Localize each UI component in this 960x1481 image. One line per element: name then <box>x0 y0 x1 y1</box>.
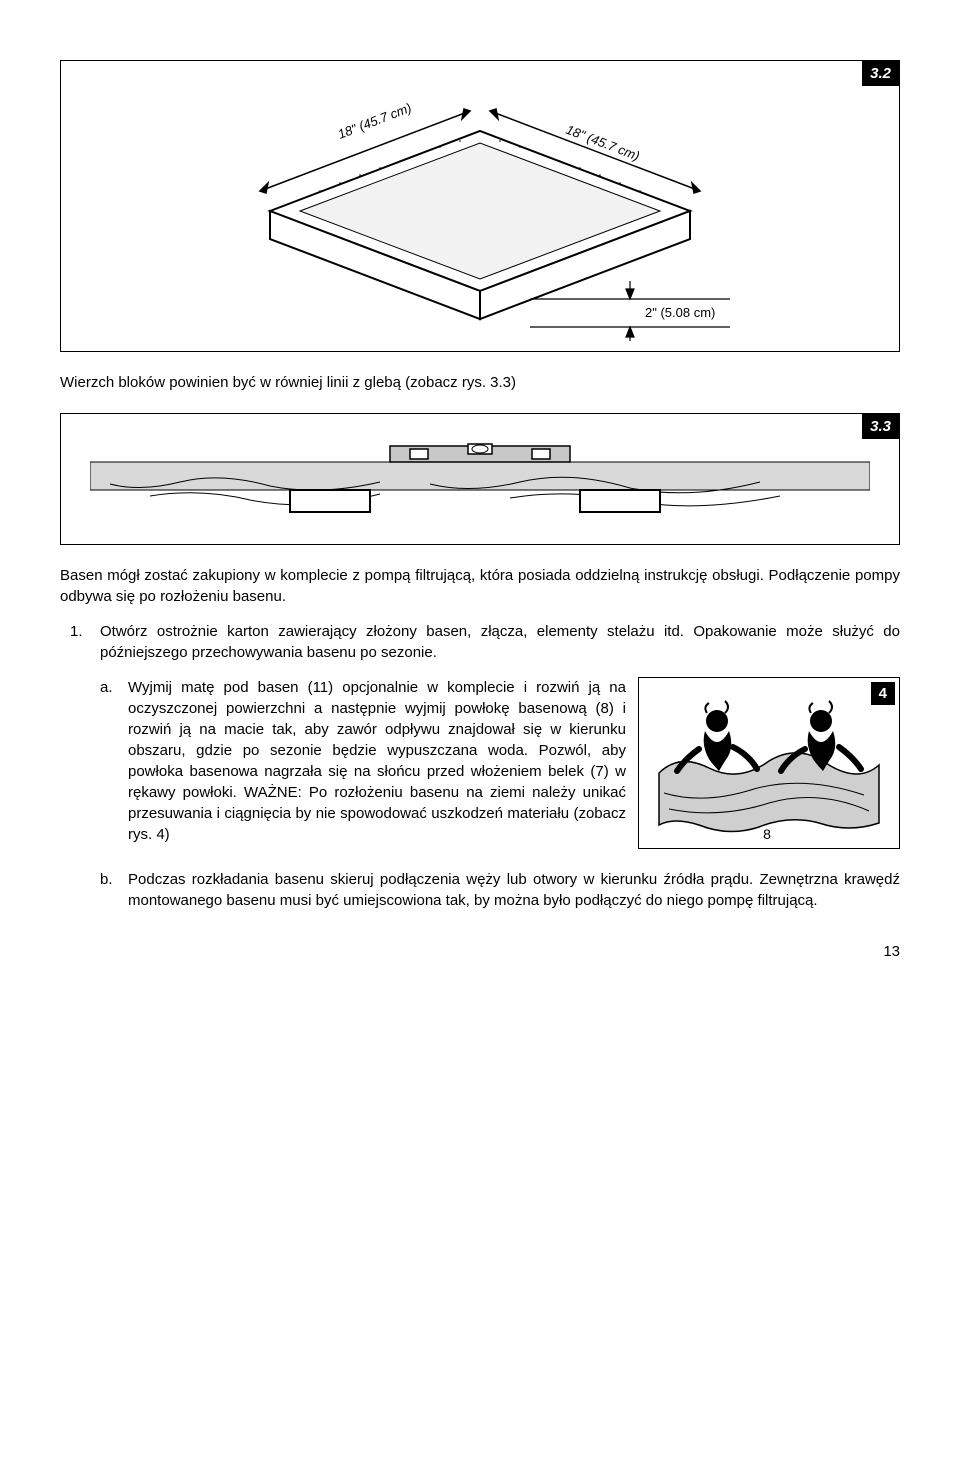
step-a-text: Wyjmij matę pod basen (11) opcjonalnie w… <box>128 679 626 843</box>
dim-bottom-text: 2" (5.08 cm) <box>645 305 715 320</box>
figure-3-3-svg <box>90 424 870 534</box>
figure-4-part-label: 8 <box>763 826 771 842</box>
step-a: a. 4 8 <box>100 677 900 855</box>
figure-4: 4 8 <box>638 677 900 849</box>
paragraph-2: Basen mógł zostać zakupiony w komplecie … <box>60 565 900 607</box>
step-b: b. Podczas rozkładania basenu skieruj po… <box>100 869 900 911</box>
step-1-number: 1. <box>70 621 83 642</box>
figure-label-3-3: 3.3 <box>862 414 899 439</box>
figure-label-3-2: 3.2 <box>862 61 899 86</box>
figure-3-2: 3.2 18" (45.7 cm) <box>60 60 900 352</box>
dim-right-text: 18" (45.7 cm) <box>564 122 642 164</box>
step-1-text: Otwórz ostrożnie karton zawierający złoż… <box>100 623 900 661</box>
page-number: 13 <box>60 941 900 962</box>
step-a-letter: a. <box>100 677 113 698</box>
step-b-letter: b. <box>100 869 113 890</box>
figure-label-4: 4 <box>871 682 895 705</box>
figure-3-3: 3.3 <box>60 413 900 545</box>
figure-3-2-svg: 18" (45.7 cm) 18" (45.7 cm) 2" (5.08 cm) <box>170 71 790 341</box>
step-b-text: Podczas rozkładania basenu skieruj podłą… <box>128 871 900 909</box>
figure-4-svg: 8 <box>649 683 889 843</box>
dim-left-text: 18" (45.7 cm) <box>336 100 414 142</box>
paragraph-1: Wierzch bloków powinien być w równiej li… <box>60 372 900 393</box>
step-1: 1. Otwórz ostrożnie karton zawierający z… <box>60 621 900 663</box>
